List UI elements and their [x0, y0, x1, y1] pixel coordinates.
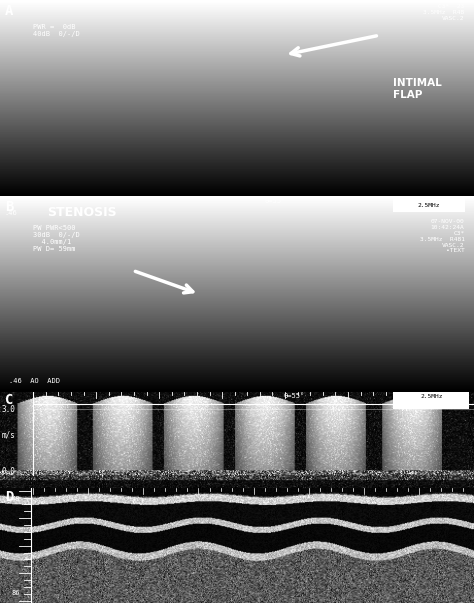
Text: 2.5MHz: 2.5MHz [418, 203, 440, 208]
Text: .46: .46 [5, 210, 18, 216]
Text: 07-NOV-00
10:42:24A
C3*
3.5MHz  R481
VASC.2
•TEXT: 07-NOV-00 10:42:24A C3* 3.5MHz R481 VASC… [419, 219, 465, 253]
Text: 86: 86 [12, 590, 20, 596]
Text: PWR =  0dB
40dB  0/-/D: PWR = 0dB 40dB 0/-/D [33, 24, 80, 37]
Text: 48: 48 [12, 496, 20, 502]
Text: .46  AO  ADD: .46 AO ADD [9, 378, 61, 384]
Text: 2.5MHz: 2.5MHz [420, 394, 443, 399]
Text: STENOSIS: STENOSIS [47, 206, 117, 219]
Text: INTIMAL
FLAP: INTIMAL FLAP [393, 78, 442, 100]
FancyBboxPatch shape [393, 198, 465, 212]
Text: 0.0: 0.0 [1, 467, 15, 476]
Text: m/s: m/s [1, 431, 15, 440]
Text: B: B [5, 200, 13, 214]
Text: C3*  23
3.5MHz  R48
VASC.2: C3* 23 3.5MHz R48 VASC.2 [423, 4, 465, 21]
Text: θ=55°: θ=55° [264, 198, 285, 204]
Text: PW PWR<500
30dB  0/-/D
  4.0mm/1
PW D= 59mm: PW PWR<500 30dB 0/-/D 4.0mm/1 PW D= 59mm [33, 226, 80, 253]
Text: 3.0: 3.0 [1, 405, 15, 414]
FancyBboxPatch shape [393, 392, 469, 409]
Text: θ=55°: θ=55° [283, 393, 304, 399]
Text: D: D [5, 490, 13, 504]
Text: C: C [5, 393, 13, 407]
Text: A: A [5, 4, 13, 18]
